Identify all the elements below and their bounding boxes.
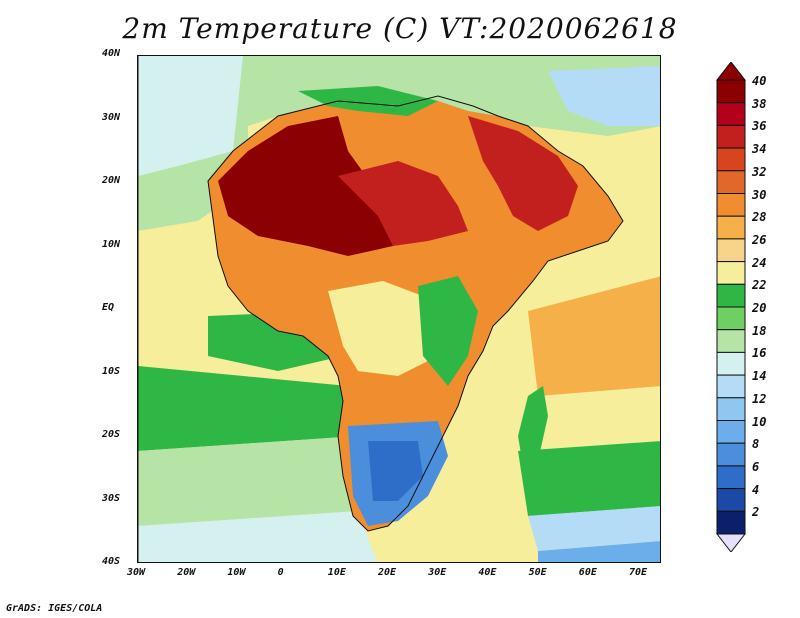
east-africa-highlands-green [418, 276, 478, 386]
indian-ocean-warmer [528, 276, 660, 396]
colorbar-label: 26 [752, 232, 767, 247]
colorbar-label: 8 [752, 437, 760, 452]
x-tick-label: 30W [127, 567, 146, 578]
colorbar-label: 4 [752, 482, 760, 497]
grads-credit: GrADS: IGES/COLA [6, 603, 103, 614]
x-tick-label: 60E [578, 567, 597, 578]
central-asia-blue [548, 66, 660, 126]
colorbar-label: 24 [752, 255, 767, 270]
central-africa-yellow [328, 281, 438, 376]
colorbar-swatch [716, 261, 746, 285]
colorbar-label: 14 [752, 369, 767, 384]
colorbar-label: 16 [752, 346, 767, 361]
colorbar-label: 34 [752, 142, 767, 157]
colorbar [716, 62, 746, 552]
colorbar-swatch [716, 442, 746, 467]
y-tick-label: 20S [102, 429, 121, 440]
colorbar-swatch [716, 351, 746, 376]
colorbar-swatch [716, 170, 746, 195]
x-tick-label: 10E [327, 567, 346, 578]
north-atlantic-cold-band [138, 56, 243, 176]
colorbar-label: 18 [752, 323, 767, 338]
colorbar-label: 22 [752, 278, 767, 293]
colorbar-label: 20 [752, 301, 767, 315]
x-tick-label: 70E [629, 567, 648, 578]
y-tick-label: 40N [102, 48, 121, 59]
map-panel [137, 55, 661, 563]
colorbar-label: 2 [752, 505, 760, 520]
colorbar-swatch [716, 488, 746, 512]
colorbar-swatch [716, 193, 746, 217]
indian-ocean-green [518, 441, 660, 516]
colorbar-swatch [716, 238, 746, 263]
x-tick-label: 50E [528, 567, 547, 578]
madagascar [518, 386, 548, 466]
colorbar-swatch [716, 306, 746, 331]
southern-africa-cold-core [368, 441, 423, 501]
x-tick-label: 20E [378, 567, 397, 578]
south-atlantic-green [138, 366, 358, 451]
arabia-hot [468, 116, 578, 231]
colorbar-swatch [716, 420, 746, 444]
sahara-hot-core [218, 116, 398, 256]
colorbar-label: 36 [752, 119, 767, 134]
indian-ocean-deepblue [538, 541, 660, 562]
y-tick-label: 30N [102, 111, 121, 123]
colorbar-top-arrow [716, 62, 746, 81]
colorbar-swatch [716, 215, 746, 240]
colorbar-swatch [716, 102, 746, 126]
sahel-hot-band [338, 161, 468, 246]
x-tick-label: 40E [478, 567, 497, 578]
x-tick-label: 10W [227, 567, 246, 578]
south-atlantic-lightgreen [138, 436, 358, 526]
y-tick-label: 40S [102, 556, 121, 567]
x-tick-label: 0 [277, 567, 284, 578]
colorbar-swatch [716, 510, 746, 535]
y-tick-label: EQ [102, 302, 115, 313]
colorbar-label: 32 [752, 164, 767, 179]
colorbar-label: 6 [752, 459, 760, 474]
colorbar-swatch [716, 397, 746, 421]
colorbar-swatch [716, 283, 746, 308]
south-atlantic-cold [138, 511, 378, 562]
y-tick-label: 10N [102, 238, 121, 250]
y-tick-label: 20N [102, 175, 121, 186]
colorbar-label: 30 [752, 187, 767, 202]
colorbar-swatch [716, 79, 746, 104]
colorbar-label: 38 [752, 96, 767, 111]
y-tick-label: 10S [102, 365, 121, 377]
map-title: 2m Temperature (C) VT:2020062618 [122, 12, 678, 45]
temperature-field-svg [138, 56, 660, 562]
colorbar-swatch [716, 147, 746, 172]
colorbar-bottom-arrow [716, 533, 746, 552]
colorbar-label: 28 [752, 210, 767, 225]
colorbar-swatch [716, 329, 746, 353]
x-tick-label: 20W [177, 567, 196, 578]
colorbar-label: 40 [752, 74, 767, 88]
x-tick-label: 30E [428, 567, 447, 578]
y-tick-label: 30S [102, 492, 121, 504]
indian-ocean-blue [528, 506, 660, 551]
africa-coastline [207, 95, 624, 532]
mediterranean-green [298, 86, 438, 116]
colorbar-swatch [716, 465, 746, 490]
colorbar-swatch [716, 124, 746, 149]
colorbar-label: 10 [752, 414, 767, 429]
colorbar-label: 12 [752, 391, 767, 406]
colorbar-swatch [716, 374, 746, 399]
